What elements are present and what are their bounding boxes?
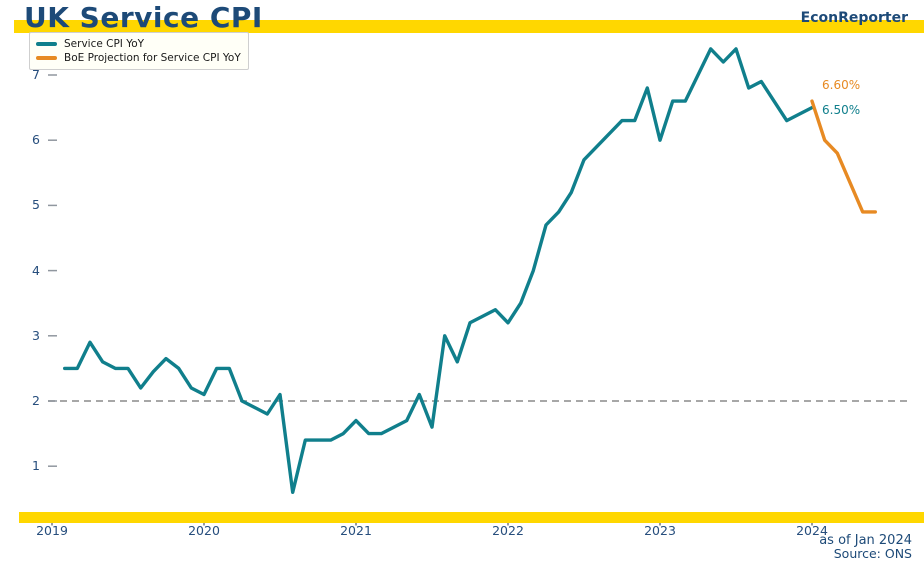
chart-legend: Service CPI YoY BoE Projection for Servi…: [29, 32, 249, 70]
legend-label-projection: BoE Projection for Service CPI YoY: [64, 52, 241, 64]
legend-label-actual: Service CPI YoY: [64, 38, 145, 50]
projection-series-line: [810, 99, 877, 214]
y-axis-tick-label: 2: [32, 393, 40, 408]
source-note: Source: ONS: [833, 546, 912, 561]
x-axis-tick-label: 2021: [340, 523, 372, 538]
x-axis-tick-label: 2023: [644, 523, 676, 538]
as-of-note: as of Jan 2024: [819, 533, 912, 548]
x-axis-tick-label: 2019: [36, 523, 68, 538]
projection-value-annotation: 6.60%: [822, 78, 861, 92]
x-axis-tick-label: 2022: [492, 523, 524, 538]
bottom-accent-bar: [19, 512, 924, 523]
y-axis-tick-label: 5: [32, 197, 40, 213]
y-axis-tick-label: 7: [32, 67, 40, 82]
y-axis-tick-label: 3: [32, 327, 40, 343]
brand-label: EconReporter: [800, 10, 908, 26]
page-title: UK Service CPI: [24, 1, 263, 34]
actual-series-line: [62, 47, 814, 494]
y-axis-tick-label: 6: [32, 132, 40, 148]
legend-item-actual: Service CPI YoY: [36, 37, 241, 51]
projection-line-swatch: [36, 56, 57, 60]
x-axis-tick-label: 2024: [796, 523, 828, 538]
actual-value-annotation: 6.50%: [822, 103, 861, 117]
top-accent-bar: [14, 20, 924, 33]
y-axis-tick-label: 4: [32, 262, 40, 278]
actual-line-swatch: [36, 42, 57, 46]
legend-item-projection: BoE Projection for Service CPI YoY: [36, 51, 241, 65]
y-axis-tick-label: 1: [32, 458, 40, 474]
x-axis-tick-label: 2020: [188, 523, 220, 538]
